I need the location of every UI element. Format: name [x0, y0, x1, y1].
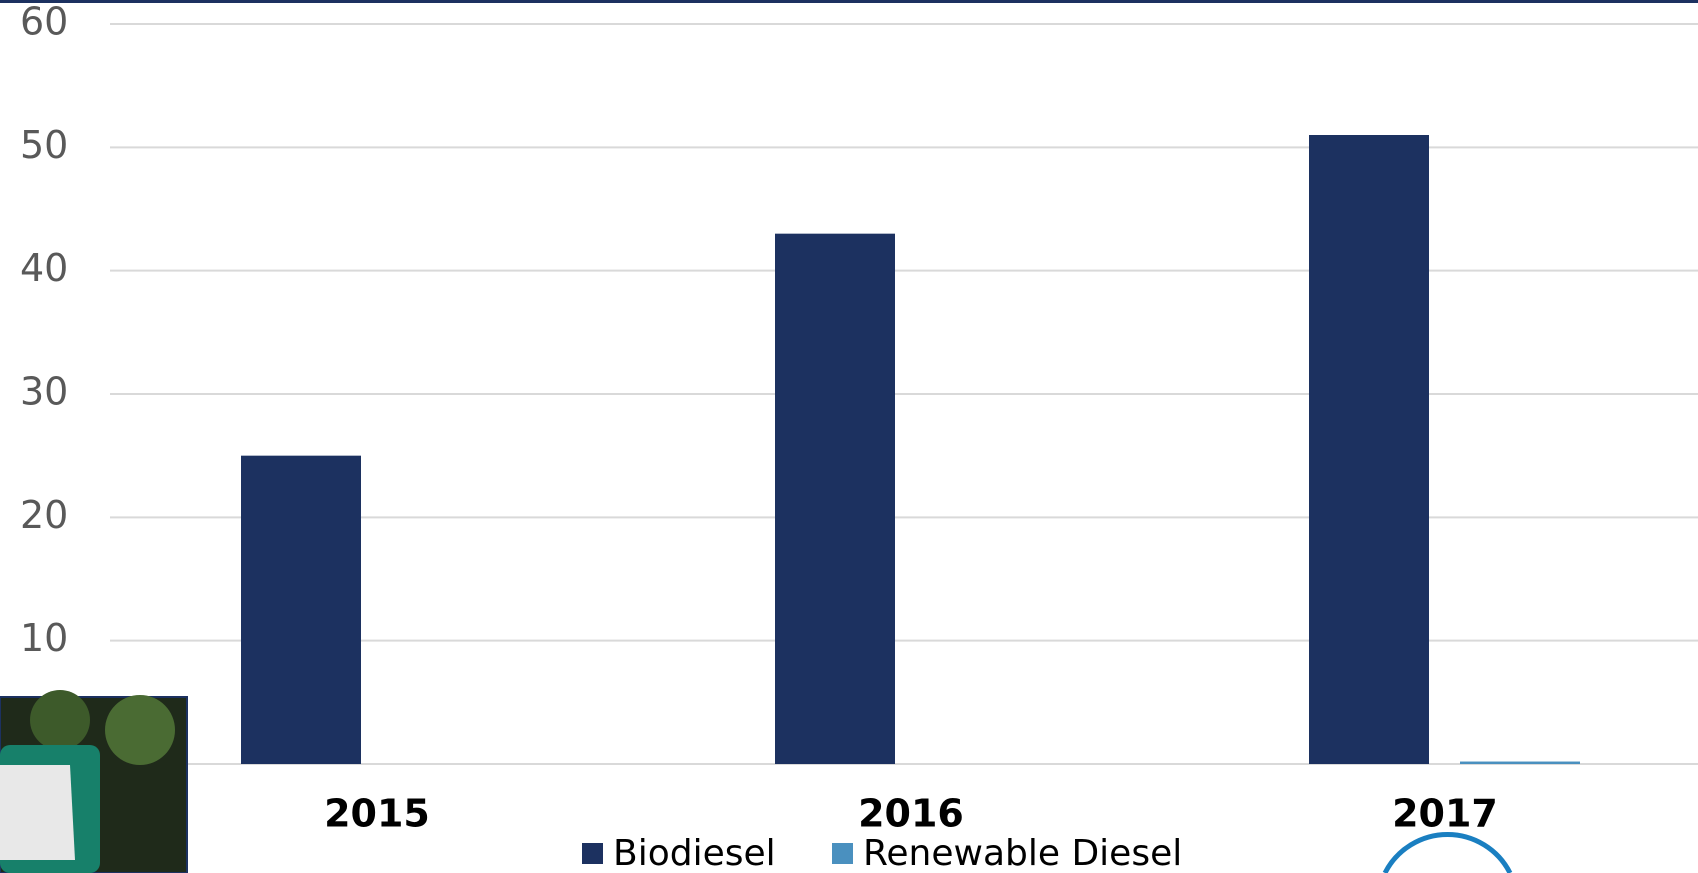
y-tick-label: 20	[20, 493, 68, 537]
photo	[0, 690, 188, 873]
photo-foliage	[105, 695, 175, 765]
y-tick-label: 60	[20, 0, 68, 44]
x-tick-label: 2015	[324, 792, 430, 836]
y-tick-label: 10	[20, 616, 68, 660]
bar	[1460, 761, 1580, 764]
x-tick-label: 2017	[1392, 792, 1498, 836]
legend-label: Biodiesel	[613, 833, 776, 873]
logo-arc	[1382, 832, 1513, 873]
y-tick-label: 40	[20, 246, 68, 290]
x-tick-label: 2016	[858, 792, 964, 836]
legend-swatch	[582, 843, 603, 864]
bar	[775, 233, 895, 764]
legend-label: Renewable Diesel	[863, 833, 1182, 873]
photo-sign-shape	[0, 765, 75, 860]
y-tick-label: 30	[20, 370, 68, 414]
photo-foliage	[30, 690, 90, 750]
plot-area: 10 20 30 40 50 60 2015 2016 2017 Biodiesel Renewab…	[20, 0, 1698, 873]
bar	[1309, 135, 1429, 764]
top-border	[0, 0, 1698, 3]
legend-swatch	[832, 843, 853, 864]
bar	[241, 455, 361, 764]
y-tick-label: 50	[20, 123, 68, 167]
